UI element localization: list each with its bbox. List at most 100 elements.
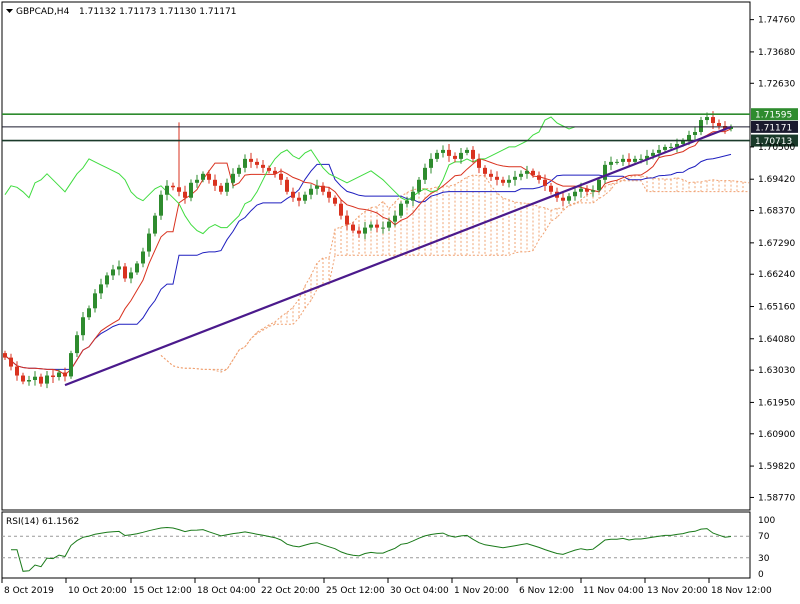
candle-body [189,182,193,198]
symbol-label: GBPCAD,H4 [16,7,70,17]
candle-body [477,158,481,168]
candle-body [195,179,199,183]
candle-body [369,224,373,228]
candle-body [489,173,493,177]
candle-body [387,221,391,228]
candle-body [63,372,67,377]
candle-body [417,179,421,192]
candle-body [627,158,631,162]
candle-body [615,161,619,163]
candle-body [39,376,43,384]
candle-body [9,357,13,367]
candle-body [165,185,169,195]
candle-body [285,179,289,192]
candle-body [693,131,697,135]
collapse-triangle-icon[interactable] [6,9,13,13]
y-tick-label: 1.61950 [758,398,795,408]
candlesticks [3,111,733,389]
candle-body [525,170,529,174]
x-tick-label: 6 Nov 12:00 [519,586,574,596]
candle-body [519,173,523,177]
x-tick-label: 11 Nov 04:00 [583,586,644,596]
candle-body [381,227,385,229]
candle-body [435,152,439,159]
candle-body [513,176,517,180]
x-tick-label: 13 Nov 20:00 [647,586,708,596]
candle-body [183,191,187,198]
candle-body [69,353,73,377]
candle-body [27,380,31,382]
y-tick-label: 1.66240 [758,270,795,280]
candle-body [231,173,235,183]
candle-body [429,158,433,168]
x-tick-label: 10 Oct 20:00 [68,586,127,596]
candle-body [249,158,253,162]
candle-body [219,185,223,192]
candle-body [597,179,601,191]
ohlc-readout: 1.71132 1.71173 1.71130 1.71171 [79,7,236,17]
tenkan-sen-line [4,128,732,376]
y-tick-label: 1.60900 [758,430,795,440]
candle-body [33,376,37,381]
candle-body [549,185,553,192]
candle-body [3,353,7,358]
candle-body [453,155,457,159]
candle-body [657,149,661,153]
candle-body [237,167,241,174]
candle-body [309,188,313,195]
candle-body [255,161,259,165]
candle-body [483,167,487,174]
candle-body [591,190,595,192]
candle-body [135,263,139,273]
level-price-label: 1.71171 [755,123,792,133]
candle-body [273,170,277,174]
senkou-span-b-line [160,180,749,370]
candle-body [327,191,331,198]
kijun-sen-line [4,153,732,370]
level-price-label: 1.70713 [755,137,792,147]
candle-body [15,366,19,376]
y-tick-label: 1.59820 [758,462,795,472]
candle-body [669,146,673,148]
candle-body [507,179,511,183]
candle-body [573,191,577,197]
candle-body [537,175,541,180]
candle-body [303,194,307,201]
candle-body [45,375,49,384]
x-tick-label: 8 Oct 2019 [4,586,54,596]
rsi-axis-label: 0 [758,570,764,580]
trendline-group[interactable] [64,125,732,387]
candle-body [345,215,349,225]
candle-body [399,203,403,216]
candle-body [57,372,61,378]
candle-body [723,126,727,129]
candle-body [411,191,415,201]
candle-body [207,173,211,180]
candle-body [495,176,499,180]
candle-body [321,185,325,192]
x-tick-label: 1 Nov 20:00 [454,586,509,596]
y-tick-label: 1.69420 [758,175,795,185]
candle-body [225,182,229,192]
ascending-trendline[interactable] [64,125,732,387]
candle-body [351,224,355,231]
rsi-plot-frame [1,511,751,579]
candle-body [111,269,115,276]
candle-body [363,227,367,234]
y-tick-label: 1.70500 [758,143,795,153]
level-price-label: 1.71595 [755,111,792,121]
time-axis: 8 Oct 2019 10 Oct 20:00 15 Oct 12:00 18 Oct… [1,578,772,596]
candle-body [639,158,643,160]
level-price-tag [751,120,798,133]
candle-body [603,164,607,180]
candle-body [393,215,397,222]
candle-body [243,158,247,168]
candle-body [579,188,583,192]
horizontal-levels[interactable]: 1.71595 1.71171 1.70713 [2,108,798,147]
candle-body [81,317,85,336]
candle-body [651,152,655,156]
level-price-tag [751,134,798,147]
